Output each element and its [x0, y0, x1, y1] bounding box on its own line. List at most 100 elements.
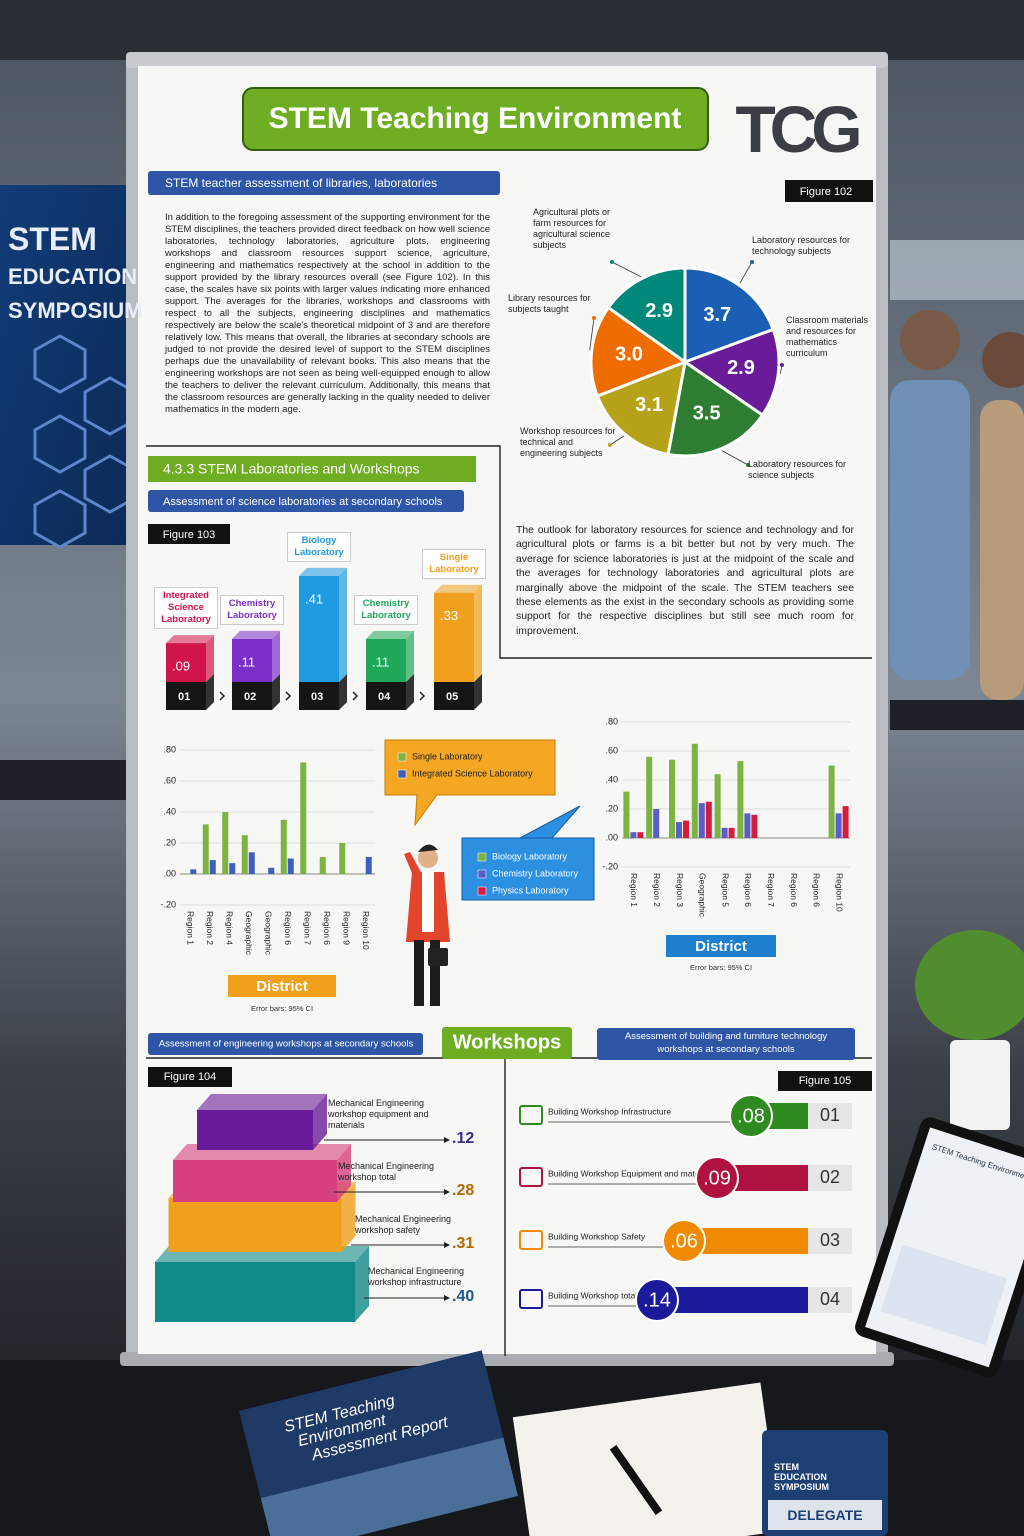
leader-line [589, 317, 595, 351]
figure-tab [778, 1071, 872, 1091]
badge-text: SYMPOSIUM [774, 1482, 829, 1492]
y-tick-label: .60 [163, 775, 176, 785]
bar [166, 643, 206, 682]
banner-text: STEM [8, 221, 97, 257]
step-chevron [285, 691, 292, 701]
pyramid-layer [173, 1160, 337, 1202]
bar-base-side [474, 674, 482, 710]
bar [842, 806, 849, 838]
y-tick-label: .60 [605, 745, 618, 755]
plant-pot [950, 1040, 1010, 1130]
bar [721, 827, 728, 838]
bar-base [299, 682, 339, 710]
leader-line [721, 450, 749, 466]
subheading-box [148, 1033, 423, 1055]
axis-title-box [228, 975, 336, 997]
pie-slice [681, 327, 781, 418]
pie-slice [683, 266, 776, 365]
layer-side [313, 1094, 327, 1150]
x-tick-label: Geographic [698, 873, 708, 918]
row-icon [519, 1289, 543, 1309]
row-step: 04 [820, 1289, 840, 1309]
bar [737, 761, 744, 838]
legend-label: Biology Laboratory [492, 851, 568, 861]
bar [623, 791, 630, 838]
paragraph: The outlook for laboratory resources for… [516, 525, 854, 637]
legend-callout [384, 739, 556, 827]
subheading: Assessment of building and furniture tec… [624, 1031, 828, 1055]
bar-value: .11 [238, 654, 255, 669]
title-box [242, 87, 709, 151]
badge-text: EDUCATION [774, 1472, 827, 1482]
pyramid-layer [197, 1110, 313, 1150]
bar-base [434, 682, 474, 710]
subheading: Assessment of engineering workshops at s… [159, 1039, 414, 1050]
row-value-circle [662, 1219, 706, 1263]
figure-tab [148, 524, 230, 544]
bar-category: Single Laboratory [422, 548, 486, 579]
bar-base-side [339, 674, 347, 710]
row-value: .09 [703, 1167, 731, 1189]
slice-label: Laboratory resources for technology subj… [752, 235, 851, 256]
bar [637, 832, 644, 838]
leader-dot [608, 443, 612, 447]
bar-top [166, 635, 214, 644]
ceiling [0, 0, 1024, 60]
x-tick-label: Region 10 [834, 873, 844, 912]
x-tick-label: Region 6 [743, 873, 753, 907]
arrow-head [444, 1295, 450, 1301]
bar-base [366, 682, 406, 710]
layer-value: .31 [452, 1235, 474, 1252]
slice-value: 3.1 [635, 394, 663, 416]
bar [705, 801, 712, 838]
bar-side [406, 630, 414, 682]
person [890, 380, 970, 680]
notebook [512, 1382, 782, 1536]
row-icon [519, 1105, 543, 1125]
bar [653, 809, 660, 838]
x-tick-label: Region 6 [322, 911, 332, 945]
bar [209, 860, 216, 874]
bar [698, 803, 705, 838]
section-heading: STEM teacher assessment of libraries, la… [165, 176, 437, 190]
banner-text: SYMPOSIUM [8, 298, 142, 323]
step-chevron [219, 691, 226, 701]
bar [828, 765, 835, 838]
bar [751, 814, 758, 838]
leader-line [739, 261, 753, 284]
stand-base [120, 1352, 894, 1366]
x-tick-label: Region 10 [361, 911, 371, 950]
slice-label: Agricultural plots or farm resources for… [533, 207, 611, 250]
section-heading: 4.3.3 STEM Laboratories and Workshops [163, 461, 420, 477]
step-chevron [352, 691, 359, 701]
x-tick-label: Region 1 [186, 911, 196, 945]
bar [300, 762, 307, 874]
bar [280, 819, 287, 874]
layer-side [341, 1182, 356, 1252]
y-tick-label: .20 [163, 837, 176, 847]
bar [835, 813, 842, 838]
bar [232, 638, 272, 682]
row-icon [519, 1167, 543, 1187]
bar [319, 856, 326, 874]
bar [365, 856, 372, 874]
bar [683, 820, 689, 838]
x-tick-label: Region 1 [629, 873, 639, 907]
arrow-head [444, 1242, 450, 1248]
step-label: 01 [178, 691, 190, 703]
report-booklet [239, 1350, 518, 1536]
y-tick-label: .00 [163, 868, 176, 878]
layer-label: Mechanical Engineering workshop safety [355, 1214, 452, 1235]
row-label: Building Workshop Equipment and material [548, 1168, 711, 1178]
y-tick-label: .40 [605, 774, 618, 784]
row-icon [519, 1230, 543, 1250]
plant [915, 930, 1024, 1040]
leader-dot [610, 260, 614, 264]
row-step: 02 [820, 1167, 840, 1187]
x-tick-label: Region 9 [342, 911, 352, 945]
step-label: 05 [446, 691, 458, 703]
bar [339, 843, 346, 874]
legend-swatch [397, 769, 407, 779]
